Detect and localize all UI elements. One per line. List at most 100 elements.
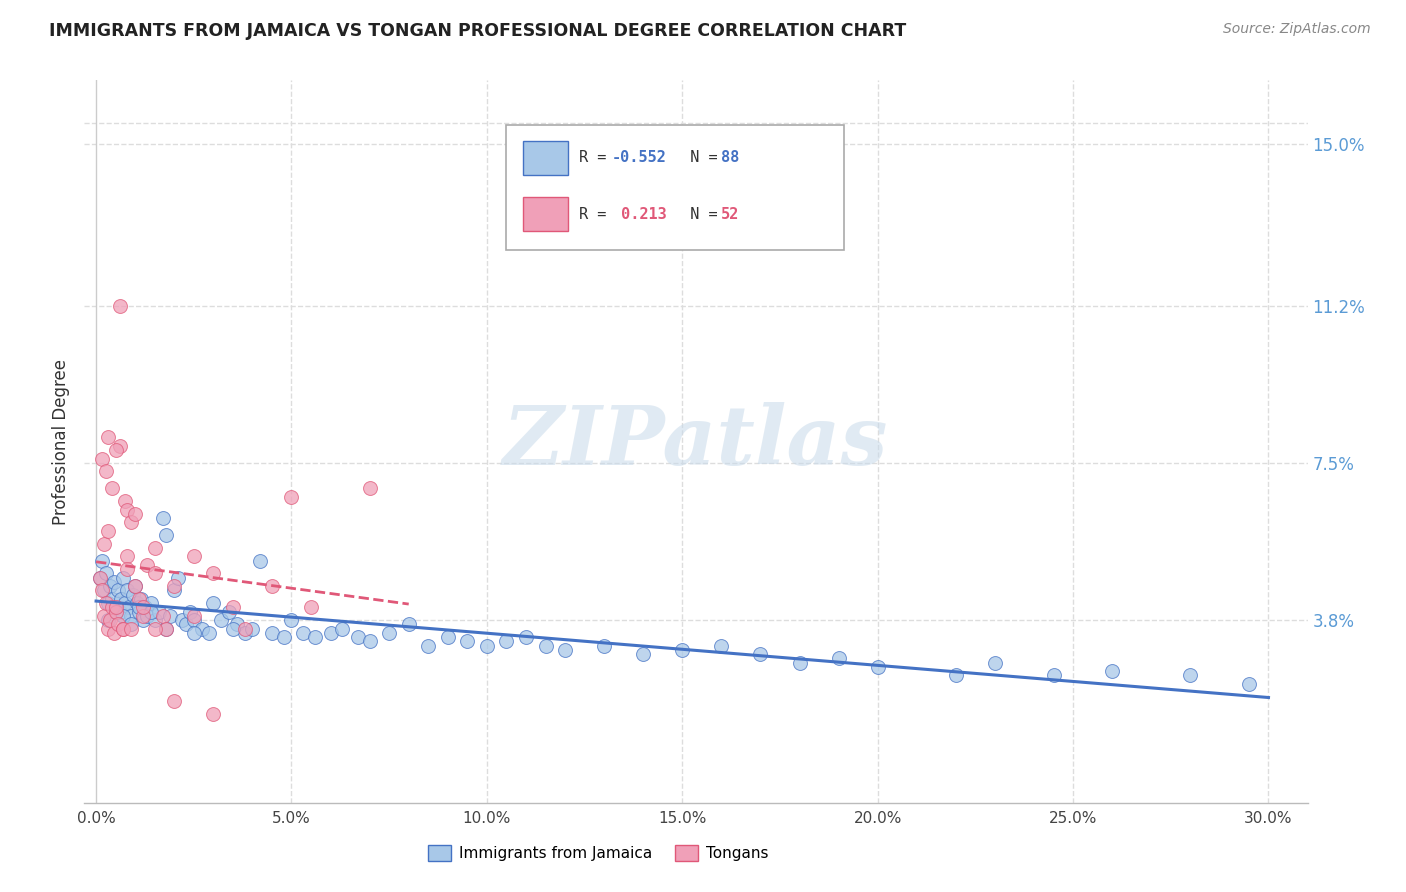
Point — [91, 451, 114, 466]
Point — [104, 600, 127, 615]
Point — [97, 613, 120, 627]
Point — [233, 622, 256, 636]
Point — [112, 570, 135, 584]
Point — [107, 583, 129, 598]
Point — [436, 630, 458, 644]
Point — [120, 516, 142, 530]
Point — [155, 622, 177, 636]
Point — [97, 524, 120, 538]
Point — [456, 634, 478, 648]
Point — [152, 608, 174, 623]
Point — [108, 439, 131, 453]
Point — [117, 502, 139, 516]
Point — [163, 694, 186, 708]
Text: 52: 52 — [721, 207, 740, 221]
Point — [132, 613, 155, 627]
Point — [97, 622, 120, 636]
Point — [129, 591, 152, 606]
Point — [273, 630, 295, 644]
Point — [945, 668, 967, 682]
Point — [124, 579, 146, 593]
Point — [209, 613, 232, 627]
Point — [827, 651, 849, 665]
Point — [671, 642, 693, 657]
Point — [139, 605, 162, 619]
Point — [347, 630, 370, 644]
Point — [554, 642, 576, 657]
Point — [198, 625, 221, 640]
Point — [155, 622, 177, 636]
Point — [749, 647, 772, 661]
Legend: Immigrants from Jamaica, Tongans: Immigrants from Jamaica, Tongans — [422, 839, 775, 867]
Y-axis label: Professional Degree: Professional Degree — [52, 359, 70, 524]
Point — [94, 566, 117, 581]
Point — [280, 613, 302, 627]
Point — [93, 583, 115, 598]
Point — [183, 613, 205, 627]
Point — [202, 596, 225, 610]
Point — [148, 605, 170, 619]
Point — [183, 608, 205, 623]
Point — [183, 549, 205, 564]
Point — [134, 600, 156, 615]
Point — [202, 706, 225, 721]
Point — [89, 570, 111, 584]
Point — [128, 600, 150, 615]
Point — [112, 608, 135, 623]
Text: -0.552: -0.552 — [612, 151, 666, 165]
Point — [135, 608, 157, 623]
Point — [304, 630, 326, 644]
Point — [124, 507, 146, 521]
Text: R =: R = — [579, 207, 616, 221]
Point — [104, 600, 127, 615]
Point — [143, 541, 166, 555]
Point — [1180, 668, 1202, 682]
Point — [593, 639, 616, 653]
Point — [107, 617, 129, 632]
Point — [93, 608, 115, 623]
Point — [398, 617, 420, 632]
Point — [233, 625, 256, 640]
Point — [190, 622, 212, 636]
Text: IMMIGRANTS FROM JAMAICA VS TONGAN PROFESSIONAL DEGREE CORRELATION CHART: IMMIGRANTS FROM JAMAICA VS TONGAN PROFES… — [49, 22, 907, 40]
Point — [292, 625, 315, 640]
Point — [108, 299, 131, 313]
Point — [866, 660, 889, 674]
Point — [104, 443, 127, 458]
Point — [260, 625, 283, 640]
Point — [155, 528, 177, 542]
Point — [117, 549, 139, 564]
Point — [110, 591, 132, 606]
Text: N =: N = — [672, 207, 727, 221]
Point — [515, 630, 537, 644]
Point — [631, 647, 654, 661]
Point — [242, 622, 264, 636]
Point — [202, 566, 225, 581]
Point — [98, 579, 121, 593]
Point — [1237, 677, 1260, 691]
Point — [225, 617, 247, 632]
Point — [359, 481, 381, 495]
Point — [100, 600, 122, 615]
Point — [359, 634, 381, 648]
Point — [122, 588, 145, 602]
Point — [222, 600, 245, 615]
Point — [789, 656, 811, 670]
Point — [114, 494, 136, 508]
Point — [132, 608, 155, 623]
Text: N =: N = — [672, 151, 727, 165]
Point — [170, 613, 193, 627]
Point — [93, 536, 115, 550]
Point — [104, 605, 127, 619]
Point — [128, 605, 150, 619]
Point — [143, 613, 166, 627]
Point — [114, 596, 136, 610]
Point — [120, 622, 142, 636]
Point — [117, 562, 139, 576]
Point — [143, 622, 166, 636]
Point — [117, 583, 139, 598]
Point — [94, 596, 117, 610]
Point — [94, 464, 117, 478]
Point — [174, 617, 197, 632]
Point — [132, 600, 155, 615]
